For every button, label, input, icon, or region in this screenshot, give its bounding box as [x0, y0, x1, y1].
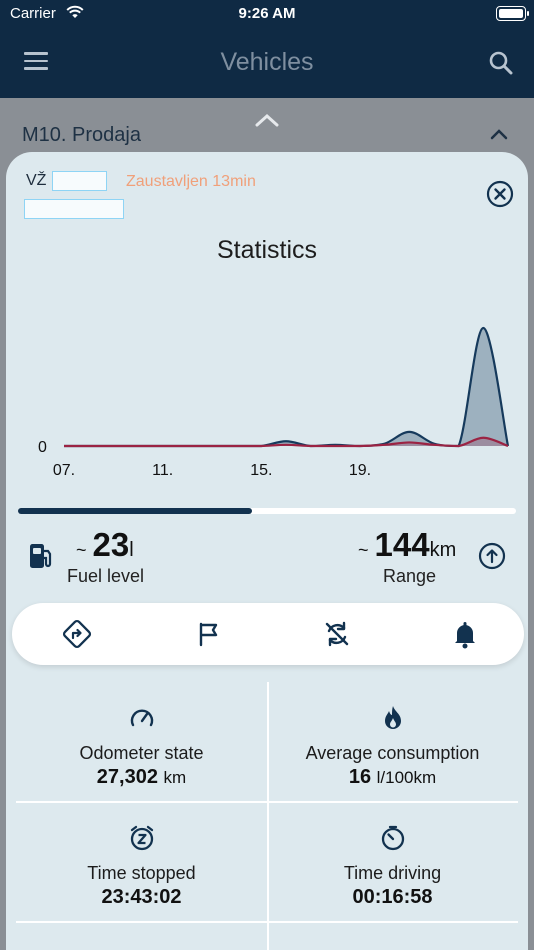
fuel-value: ~23l	[76, 526, 134, 563]
plate-number-box	[52, 171, 107, 191]
plate-prefix: VŽ	[26, 172, 47, 189]
progress-fill	[18, 508, 253, 514]
clock: 9:26 AM	[238, 5, 296, 22]
chevron-up-icon[interactable]	[254, 112, 280, 128]
battery-icon	[496, 6, 529, 21]
series-line-1	[64, 436, 509, 448]
x-tick-label: 11.	[152, 462, 173, 479]
carrier-label: Carrier	[10, 5, 56, 22]
range-value: ~144km	[358, 526, 457, 563]
group-title[interactable]: M10. Prodaja	[22, 124, 141, 146]
consumption-cell: Average consumption 16 l/100km	[267, 704, 518, 789]
wifi-icon	[66, 5, 84, 18]
x-tick-label: 19.	[349, 462, 371, 479]
range-label: Range	[383, 566, 437, 586]
series-area-0	[64, 328, 508, 446]
timer-icon	[381, 825, 404, 851]
vehicle-status: Zaustavljen 13min	[126, 173, 256, 190]
nav-bar: Vehicles	[0, 28, 534, 98]
fuel-label: Fuel level	[67, 566, 145, 586]
statistics-title: Statistics	[216, 236, 318, 264]
search-icon[interactable]	[488, 50, 514, 76]
consumption-value: 16 l/100km	[348, 766, 437, 788]
odometer-value: 27,302 km	[96, 766, 187, 788]
sync-off-icon[interactable]	[320, 617, 354, 651]
page-title: Vehicles	[220, 48, 314, 76]
speedometer-icon	[130, 709, 153, 727]
time-driving-label: Time driving	[343, 863, 442, 883]
series-line-0	[64, 326, 510, 448]
close-icon[interactable]	[486, 180, 514, 208]
vehicle-details-sheet: VŽ Zaustavljen 13min Statistics 0 07. 11. 1…	[6, 152, 528, 950]
x-tick-label: 15.	[250, 462, 272, 479]
statistics-chart: 0 07. 11. 15. 19.	[38, 326, 510, 479]
y-tick-label: 0	[38, 439, 47, 456]
time-driving-value: 00:16:58	[352, 886, 433, 908]
odometer-cell: Odometer state 27,302 km	[16, 704, 267, 789]
stats-grid: Odometer state 27,302 km Average consump…	[16, 682, 518, 950]
alarm-z-icon	[130, 825, 153, 851]
odometer-label: Odometer state	[79, 743, 204, 763]
time-stopped-value: 23:43:02	[101, 886, 182, 908]
time-stopped-cell: Time stopped 23:43:02	[16, 824, 267, 909]
grid-divider	[16, 921, 518, 923]
time-stopped-label: Time stopped	[87, 863, 196, 883]
time-driving-cell: Time driving 00:16:58	[267, 824, 518, 909]
bell-icon[interactable]	[448, 617, 482, 651]
flame-icon	[384, 706, 401, 729]
grid-divider	[16, 801, 518, 803]
route-icon[interactable]	[60, 617, 94, 651]
chevron-up-small-icon[interactable]	[490, 128, 508, 140]
status-bar: Carrier 9:26 AM	[0, 0, 534, 28]
arrow-up-circle-icon[interactable]	[478, 542, 506, 570]
action-bar	[12, 603, 524, 665]
consumption-label: Average consumption	[305, 743, 480, 763]
progress-bar	[18, 508, 516, 514]
vehicle-name-box	[24, 199, 124, 219]
flag-icon[interactable]	[192, 617, 226, 651]
hamburger-menu-icon[interactable]	[24, 52, 48, 70]
x-tick-label: 07.	[53, 462, 75, 479]
fuel-pump-icon	[30, 544, 52, 568]
grid-divider	[267, 682, 269, 950]
